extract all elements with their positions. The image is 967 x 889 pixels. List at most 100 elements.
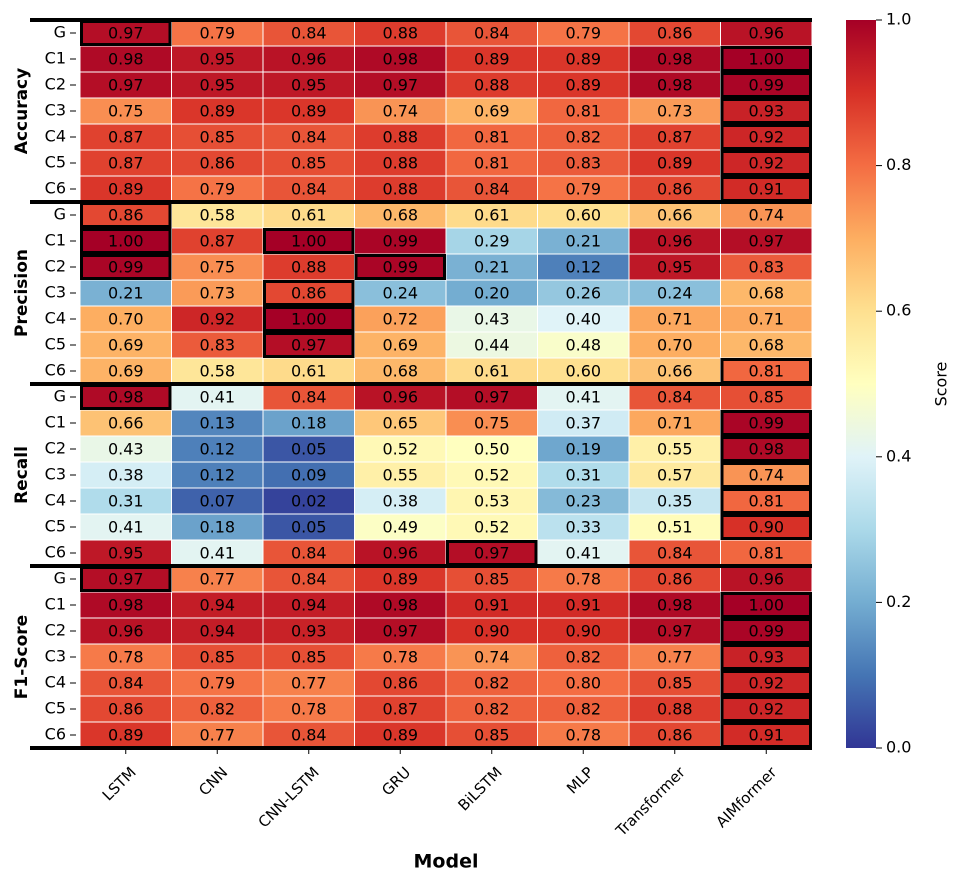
heatmap-cell — [354, 123, 447, 151]
cell-label: 0.07 — [199, 492, 235, 511]
heatmap-cell — [445, 721, 538, 749]
heatmap-cell — [537, 695, 630, 723]
heatmap-cell — [262, 253, 355, 281]
heatmap-cell — [445, 565, 538, 593]
cell-label: 0.68 — [382, 206, 418, 225]
heatmap-cell — [354, 383, 447, 411]
cell-label: 0.92 — [199, 310, 235, 329]
cell-label: 0.77 — [657, 648, 693, 667]
cell-label: 0.96 — [382, 544, 418, 563]
row-label: C4 — [45, 673, 66, 692]
cell-label: 0.95 — [108, 544, 144, 563]
cell-label: 0.98 — [657, 596, 693, 615]
cell-label: 0.21 — [565, 232, 601, 251]
cell-label: 0.99 — [382, 232, 418, 251]
cell-label: 0.68 — [748, 284, 784, 303]
heatmap-cell — [445, 227, 538, 255]
cell-label: 0.74 — [748, 206, 784, 225]
group-label: F1-Score — [12, 615, 32, 699]
cell-label: 0.86 — [657, 180, 693, 199]
cell-label: 0.20 — [474, 284, 510, 303]
heatmap-cell — [79, 305, 172, 333]
row-label: C2 — [45, 257, 66, 276]
heatmap-cell — [262, 409, 355, 437]
heatmap-cell — [445, 253, 538, 281]
cell-label: 0.85 — [291, 154, 327, 173]
max-highlight — [720, 150, 812, 176]
cell-label: 0.86 — [108, 700, 144, 719]
cell-label: 0.13 — [199, 414, 235, 433]
heatmap-cell — [79, 435, 172, 463]
heatmap-cell — [628, 383, 721, 411]
cell-label: 0.89 — [565, 50, 601, 69]
heatmap-cell — [445, 617, 538, 645]
heatmap-cell — [537, 253, 630, 281]
cell-label: 0.97 — [382, 622, 418, 641]
heatmap-cell — [445, 149, 538, 177]
cell-label: 0.61 — [291, 362, 327, 381]
cell-label: 0.75 — [474, 414, 510, 433]
cell-label: 0.96 — [291, 50, 327, 69]
heatmap-cell — [79, 721, 172, 749]
heatmap-cell — [445, 279, 538, 307]
row-label: C1 — [45, 595, 66, 614]
cell-label: 0.77 — [199, 570, 235, 589]
row-label: C5 — [45, 699, 66, 718]
heatmap-cell — [262, 175, 355, 203]
heatmap-cell — [171, 279, 264, 307]
cell-label: 0.89 — [382, 726, 418, 745]
cell-label: 0.73 — [199, 284, 235, 303]
cell-label: 0.69 — [382, 336, 418, 355]
cell-label: 0.97 — [108, 570, 144, 589]
heatmap-cell — [79, 175, 172, 203]
cell-label: 0.86 — [657, 726, 693, 745]
max-highlight — [263, 306, 355, 332]
heatmap-cell — [445, 513, 538, 541]
cell-label: 0.83 — [565, 154, 601, 173]
row-label: G — [54, 205, 66, 224]
cell-label: 0.78 — [565, 570, 601, 589]
cell-label: 0.98 — [382, 50, 418, 69]
max-highlight — [263, 228, 355, 254]
cell-label: 0.26 — [565, 284, 601, 303]
cell-label: 0.95 — [657, 258, 693, 277]
cell-label: 0.97 — [108, 76, 144, 95]
row-label: C2 — [45, 75, 66, 94]
heatmap-cell — [720, 383, 813, 411]
cell-label: 0.84 — [291, 544, 327, 563]
cell-label: 0.88 — [657, 700, 693, 719]
heatmap-cell — [628, 279, 721, 307]
max-highlight — [720, 98, 812, 124]
heatmap-cell — [79, 409, 172, 437]
cell-label: 0.41 — [108, 518, 144, 537]
heatmap-cell — [720, 331, 813, 359]
cell-label: 0.72 — [382, 310, 418, 329]
cell-label: 0.84 — [291, 388, 327, 407]
cell-label: 0.97 — [291, 336, 327, 355]
cell-label: 0.52 — [474, 518, 510, 537]
heatmap-cell — [720, 565, 813, 593]
cell-label: 0.87 — [108, 154, 144, 173]
heatmap-cell — [171, 149, 264, 177]
cell-label: 0.78 — [108, 648, 144, 667]
cell-label: 0.53 — [474, 492, 510, 511]
heatmap-cell — [171, 227, 264, 255]
row-label: G — [54, 387, 66, 406]
row-label: C2 — [45, 621, 66, 640]
colorbar — [846, 20, 876, 748]
heatmap-cell — [537, 669, 630, 697]
cell-label: 0.79 — [565, 24, 601, 43]
group-label: Precision — [12, 249, 32, 337]
heatmap-cell — [628, 487, 721, 515]
cell-label: 0.92 — [748, 154, 784, 173]
max-highlight — [263, 280, 355, 306]
cell-label: 0.99 — [108, 258, 144, 277]
cell-label: 0.85 — [199, 648, 235, 667]
heatmap-cell — [354, 695, 447, 723]
cell-label: 0.38 — [108, 466, 144, 485]
max-highlight — [263, 332, 355, 358]
cell-label: 0.79 — [199, 180, 235, 199]
max-highlight — [720, 644, 812, 670]
cell-label: 0.97 — [748, 232, 784, 251]
cell-label: 0.88 — [474, 76, 510, 95]
